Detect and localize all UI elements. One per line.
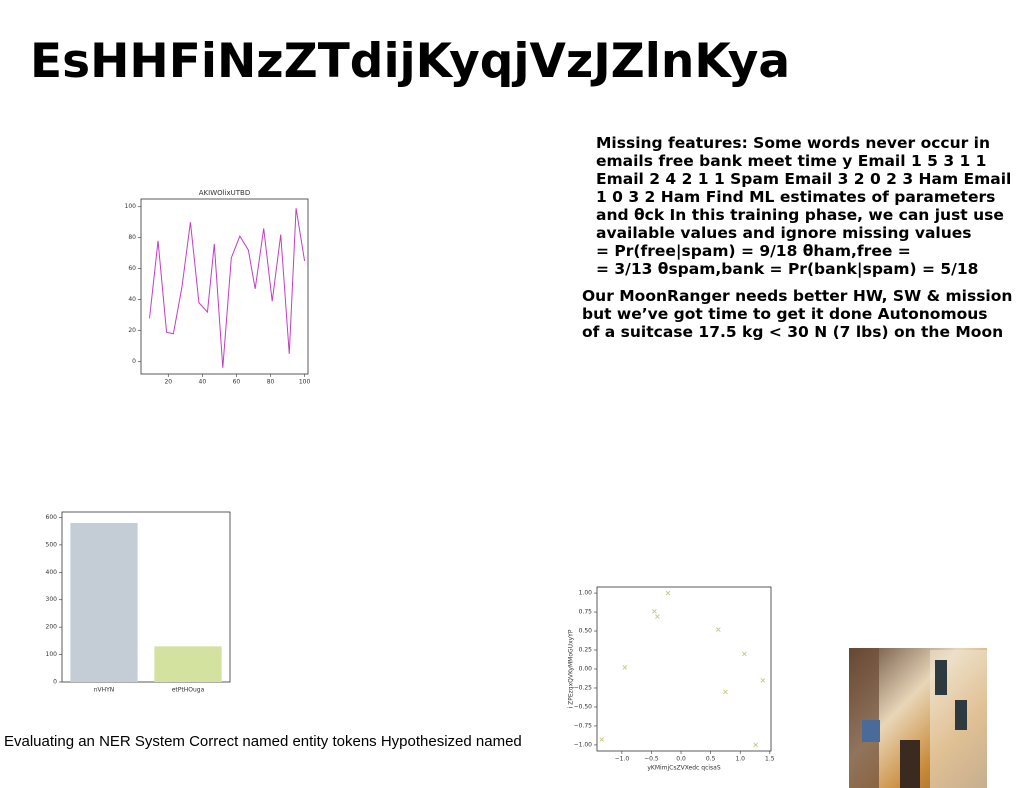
text-line: but we’ve got time to get it done Autono… bbox=[582, 305, 988, 323]
y-tick-label: 1.00 bbox=[579, 590, 593, 597]
text-line: available values and ignore missing valu… bbox=[596, 224, 972, 242]
y-tick-label: −0.50 bbox=[574, 703, 593, 710]
x-tick-label: 1.5 bbox=[765, 756, 775, 763]
y-tick-label: 500 bbox=[46, 541, 58, 548]
y-tick-label: 80 bbox=[128, 234, 136, 241]
x-tick-label: 40 bbox=[199, 379, 207, 386]
x-tick-label: 100 bbox=[299, 379, 311, 386]
point bbox=[716, 627, 721, 632]
y-axis-label: i ZPEzqxQVKyMMoGUxyYP bbox=[568, 629, 575, 708]
point bbox=[753, 742, 758, 748]
y-tick-label: 0.25 bbox=[579, 647, 593, 654]
x-tick-label: −1.0 bbox=[615, 756, 630, 763]
y-tick-label: 0.50 bbox=[579, 628, 593, 635]
x-tick-label: 20 bbox=[164, 379, 172, 386]
x-tick-label: 0.5 bbox=[706, 756, 716, 763]
paragraph: Missing features: Some words never occur… bbox=[596, 134, 1011, 278]
x-tick-label: 60 bbox=[233, 379, 241, 386]
text-line: of a suitcase 17.5 kg < 30 N (7 lbs) on … bbox=[582, 323, 1004, 341]
y-tick-label: 0 bbox=[53, 679, 57, 686]
x-axis-label: yKMimjCsZVXedc qcisaS bbox=[647, 765, 720, 772]
y-tick-label: 0 bbox=[132, 358, 136, 365]
y-tick-label: −0.75 bbox=[574, 722, 593, 729]
y-tick-label: 0.00 bbox=[579, 666, 593, 673]
y-tick-label: 0.75 bbox=[579, 609, 593, 616]
y-tick-label: 40 bbox=[128, 296, 136, 303]
y-tick-label: 60 bbox=[128, 265, 136, 272]
point bbox=[760, 678, 766, 683]
caption: Evaluating an NER System Correct named e… bbox=[4, 733, 522, 750]
text-line: Our MoonRanger needs better HW, SW & mis… bbox=[582, 287, 1013, 305]
y-tick-label: −0.25 bbox=[574, 684, 593, 691]
title: EsHHFiNzZTdijKyqjVzJZlnKya bbox=[30, 34, 791, 89]
plot-frame bbox=[61, 511, 231, 683]
point bbox=[665, 590, 671, 596]
y-tick-label: 300 bbox=[46, 596, 58, 603]
x-tick-label: −0.5 bbox=[644, 756, 659, 763]
line bbox=[149, 208, 306, 368]
text-line: Email 2 4 2 1 1 Spam Email 3 2 0 2 3 Ham… bbox=[596, 170, 1012, 188]
point bbox=[622, 665, 628, 670]
x-tick-label: etPtHOuga bbox=[172, 687, 205, 694]
text-line: emails free bank meet time y Email 1 5 3… bbox=[596, 152, 987, 170]
text-line: and θck In this training phase, we can j… bbox=[596, 206, 1004, 224]
y-tick-label: 400 bbox=[46, 569, 58, 576]
point bbox=[599, 737, 605, 742]
bar bbox=[70, 522, 138, 682]
point bbox=[742, 651, 747, 657]
x-tick-label: nVHYN bbox=[94, 687, 115, 694]
x-tick-label: 1.0 bbox=[735, 756, 745, 763]
y-tick-label: 600 bbox=[46, 514, 58, 521]
y-tick-label: −1.00 bbox=[574, 741, 593, 748]
bar bbox=[154, 646, 222, 682]
text-line: = Pr(free|spam) = 9/18 θham,free = bbox=[596, 242, 911, 260]
chart-title: AKIWOlixUTBD bbox=[199, 189, 251, 197]
photo bbox=[849, 648, 987, 788]
y-tick-label: 100 bbox=[125, 203, 137, 210]
x-tick-label: 80 bbox=[267, 379, 275, 386]
y-tick-label: 20 bbox=[128, 327, 136, 334]
plot-frame bbox=[140, 198, 309, 375]
point bbox=[655, 614, 660, 619]
text-line: 1 0 3 2 Ham Find ML estimates of paramet… bbox=[596, 188, 996, 206]
y-tick-label: 100 bbox=[46, 651, 58, 658]
text-line: Missing features: Some words never occur… bbox=[596, 134, 991, 152]
y-tick-label: 200 bbox=[46, 624, 58, 631]
text-line: = 3/13 θspam,bank = Pr(bank|spam) = 5/18 bbox=[596, 260, 979, 278]
paragraph: Our MoonRanger needs better HW, SW & mis… bbox=[582, 287, 1012, 341]
point bbox=[652, 608, 657, 614]
point bbox=[723, 689, 728, 695]
x-tick-label: 0.0 bbox=[676, 756, 686, 763]
